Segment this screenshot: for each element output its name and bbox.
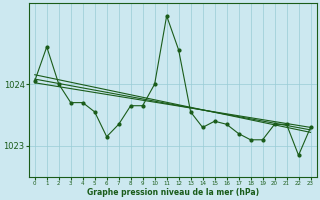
X-axis label: Graphe pression niveau de la mer (hPa): Graphe pression niveau de la mer (hPa): [87, 188, 259, 197]
